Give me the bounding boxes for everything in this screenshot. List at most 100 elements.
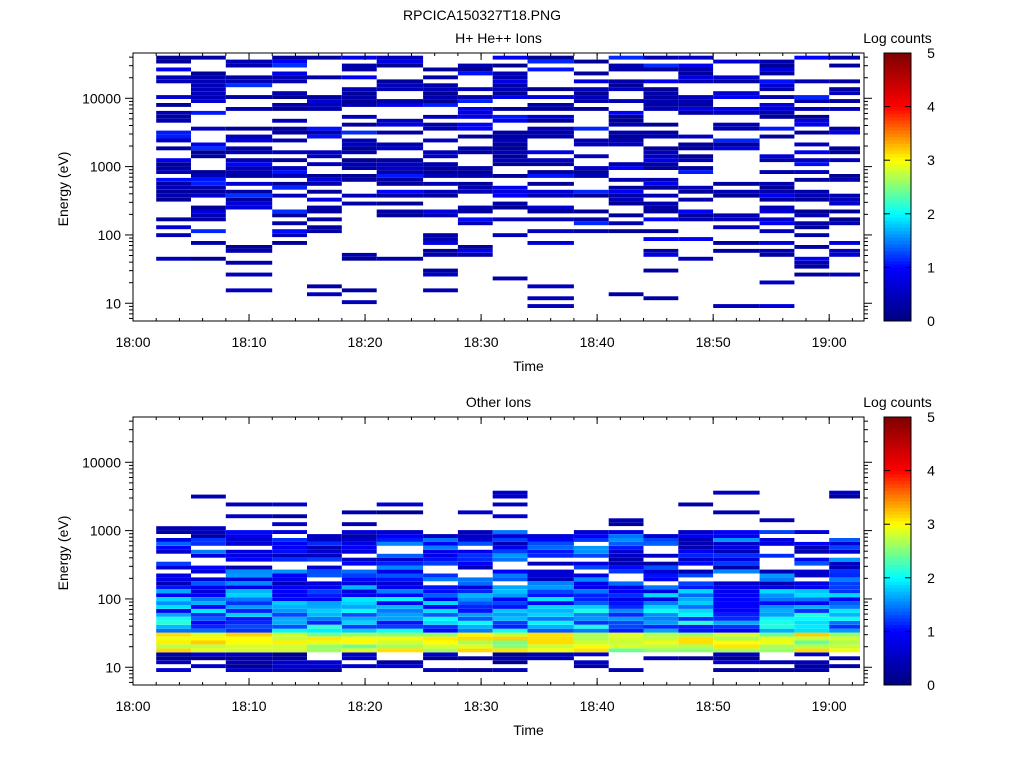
heatmap-cell: [759, 95, 795, 99]
heatmap-cell: [643, 573, 679, 578]
heatmap-cell: [423, 573, 458, 578]
heatmap-cell: [713, 628, 760, 633]
heatmap-cell: [829, 91, 860, 96]
heatmap-cell: [759, 668, 795, 672]
heatmap-cell: [829, 241, 860, 245]
heatmap-cell: [156, 589, 191, 594]
heatmap-cell: [156, 118, 191, 123]
heatmap-cell: [492, 514, 528, 519]
heatmap-cell: [794, 213, 830, 218]
heatmap-cell: [608, 166, 644, 170]
heatmap-cell: [376, 158, 424, 163]
heatmap-cell: [573, 59, 609, 64]
heatmap-cell: [573, 593, 609, 598]
heatmap-cell: [423, 95, 458, 99]
heatmap-cell: [829, 628, 860, 633]
heatmap-cell: [423, 87, 458, 92]
heatmap-cell: [376, 103, 424, 107]
heatmap-cell: [678, 99, 714, 103]
heatmap-cell: [341, 174, 377, 178]
heatmap-cell: [492, 193, 528, 198]
heatmap-cell: [225, 597, 273, 602]
heatmap-cell: [573, 209, 609, 214]
heatmap-cell: [341, 510, 377, 515]
heatmap-cell: [678, 55, 714, 60]
heatmap-cell: [492, 146, 528, 151]
heatmap-cell: [713, 609, 760, 613]
heatmap-cell: [156, 581, 191, 586]
heatmap-cell: [527, 640, 574, 645]
heatmap-cell: [225, 569, 273, 574]
heatmap-cell: [272, 632, 307, 637]
heatmap-cell: [225, 636, 273, 641]
heatmap-cell: [225, 585, 273, 590]
heatmap-cell: [423, 561, 458, 566]
heatmap-cell: [307, 616, 342, 621]
heatmap-cell: [759, 154, 795, 159]
heatmap-cell: [376, 577, 424, 582]
heatmap-cell: [457, 166, 493, 170]
heatmap-cell: [307, 632, 342, 637]
heatmap-cell: [492, 130, 528, 135]
heatmap-cell: [307, 225, 342, 230]
heatmap-cell: [829, 593, 860, 598]
heatmap-cell: [457, 581, 493, 586]
heatmap-cell: [457, 624, 493, 629]
heatmap-cell: [457, 597, 493, 602]
heatmap-cell: [759, 640, 795, 645]
heatmap-cell: [341, 624, 377, 629]
heatmap-cell: [713, 241, 760, 245]
heatmap-cell: [643, 87, 679, 92]
heatmap-cell: [492, 189, 528, 194]
heatmap-cell: [423, 252, 458, 257]
heatmap-cell: [191, 177, 226, 182]
heatmap-cell: [423, 616, 458, 621]
heatmap-cell: [643, 154, 679, 159]
heatmap-cell: [492, 162, 528, 167]
heatmap-cell: [678, 589, 714, 594]
heatmap-cell: [492, 276, 528, 281]
heatmap-cell: [225, 150, 273, 155]
heatmap-cell: [341, 142, 377, 147]
heatmap-cell: [713, 225, 760, 230]
heatmap-cell: [713, 193, 760, 198]
heatmap-cell: [527, 538, 574, 542]
heatmap-cell: [573, 538, 609, 542]
heatmap-cell: [225, 632, 273, 637]
heatmap-cell: [794, 177, 830, 182]
heatmap-cell: [156, 193, 191, 198]
heatmap-cell: [457, 538, 493, 542]
heatmap-cell: [423, 166, 458, 170]
heatmap-cell: [225, 166, 273, 170]
heatmap-cell: [713, 79, 760, 84]
heatmap-cell: [423, 99, 458, 103]
colorbar-tick-label: 0: [927, 677, 935, 693]
heatmap-cell: [272, 71, 307, 76]
heatmap-cell: [573, 597, 609, 602]
heatmap-cell: [759, 197, 795, 202]
heatmap-cell: [713, 557, 760, 562]
heatmap-cell: [156, 585, 191, 590]
heatmap-cell: [225, 589, 273, 594]
heatmap-cell: [608, 193, 644, 198]
heatmap-cell: [376, 209, 424, 214]
heatmap-cell: [423, 268, 458, 273]
heatmap-cell: [492, 502, 528, 507]
heatmap-cell: [225, 162, 273, 167]
heatmap-cell: [829, 565, 860, 570]
heatmap-cell: [272, 589, 307, 594]
heatmap-cell: [678, 553, 714, 558]
heatmap-cell: [156, 185, 191, 190]
heatmap-cell: [527, 87, 574, 92]
heatmap-cell: [643, 130, 679, 135]
heatmap-cell: [527, 150, 574, 155]
heatmap-cell: [492, 620, 528, 625]
heatmap-cell: [527, 534, 574, 538]
heatmap-cell: [794, 589, 830, 594]
heatmap-cell: [794, 545, 830, 550]
heatmap-cell: [457, 150, 493, 155]
heatmap-cell: [608, 668, 644, 672]
heatmap-cell: [713, 624, 760, 629]
